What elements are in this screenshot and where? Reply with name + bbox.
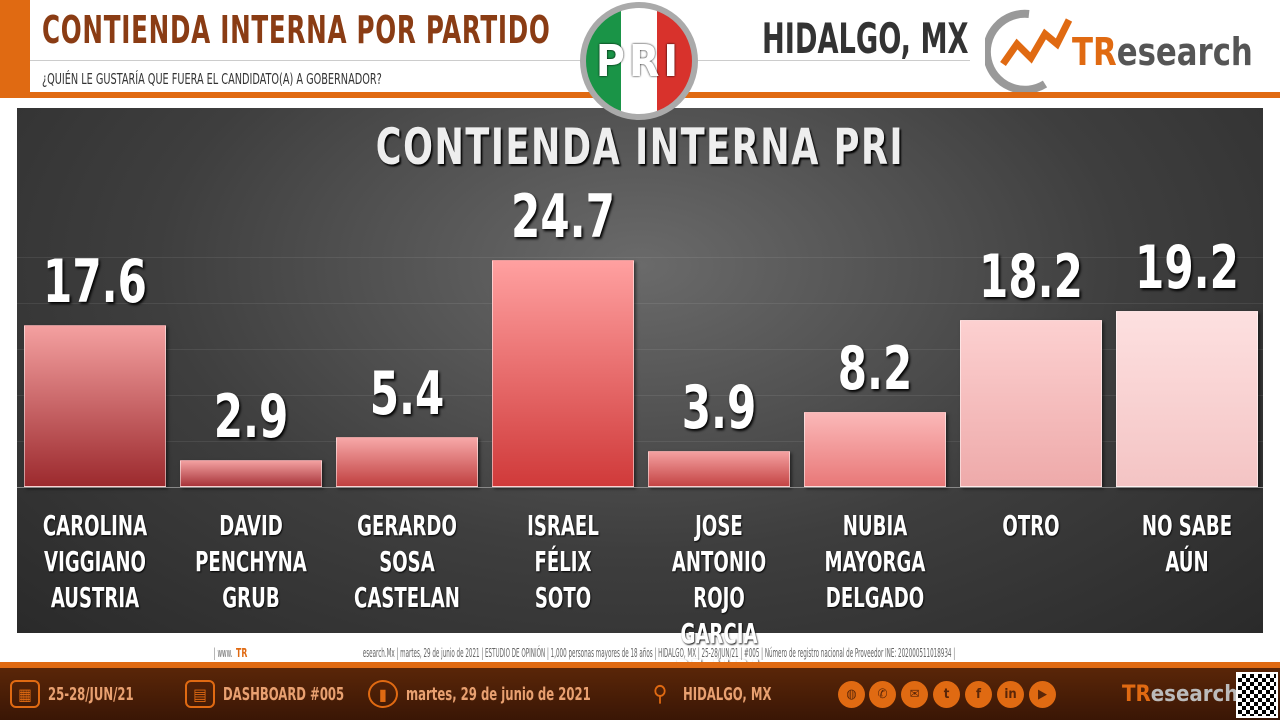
map-pin-icon: ⚲ — [652, 681, 668, 707]
bar — [24, 325, 166, 487]
category-line: VIGGIANO — [44, 545, 146, 578]
calendar-icon: ▦ — [10, 680, 40, 708]
page-title: CONTIENDA INTERNA POR PARTIDO — [42, 8, 551, 52]
pri-logo: PRI — [580, 2, 698, 120]
globe-icon[interactable]: ◍ — [838, 681, 865, 708]
category-label: NUBIA MAYORGA DELGADO — [819, 508, 931, 616]
chart-title: CONTIENDA INTERNA PRI — [375, 118, 905, 176]
pri-logo-text: PRI — [595, 35, 683, 87]
gridline — [17, 303, 1263, 305]
category-line: GERARDO SOSA — [357, 509, 457, 578]
footer-dashboard-text: DASHBOARD #005 — [223, 683, 345, 705]
bar — [492, 260, 634, 487]
category-label: DAVID PENCHYNA GRUB — [195, 508, 307, 616]
chart-panel: CONTIENDA INTERNA PRI 17.6 CAROLINA VIGGIA… — [17, 108, 1263, 686]
data-label: 8.2 — [837, 333, 913, 404]
footer-top-bar — [0, 662, 1280, 668]
footer-brand-rest: esearch — [1150, 682, 1239, 707]
chat-chart-icon: ▮ — [368, 680, 398, 708]
bar — [804, 411, 946, 487]
category-line: OTRO — [1002, 509, 1060, 542]
data-label: 18.2 — [979, 241, 1083, 312]
gridline — [17, 441, 1263, 443]
source-note: | www. TR esearch.Mx | martes, 29 de junio… — [0, 646, 1280, 660]
data-label: 5.4 — [369, 359, 445, 430]
footer-dashboard: ▤ DASHBOARD #005 — [185, 680, 391, 708]
source-tr: TR — [235, 646, 248, 660]
category-label: CAROLINA VIGGIANO AUSTRIA — [39, 508, 151, 616]
header-accent-strip — [0, 0, 30, 92]
x-axis-baseline — [17, 487, 1263, 488]
category-line: NO SABE AÚN — [1141, 509, 1233, 578]
footer-bar: ▦ 25-28/JUN/21 ▤ DASHBOARD #005 ▮ martes, 2… — [0, 668, 1280, 720]
bar — [648, 451, 790, 487]
category-line: ISRAEL FÉLIX — [527, 509, 599, 578]
category-label: GERARDO SOSA CASTELAN — [351, 508, 463, 616]
bar — [960, 319, 1102, 487]
bar — [180, 460, 322, 487]
footer-dates-text: 25-28/JUN/21 — [48, 683, 134, 705]
category-line: AUSTRIA — [50, 581, 140, 614]
footer-date-text: martes, 29 de junio de 2021 — [406, 683, 591, 705]
category-line: GRUB — [222, 581, 280, 614]
category-line: PENCHYNA — [195, 545, 307, 578]
bar — [1116, 310, 1258, 487]
source-pre: | www. — [213, 646, 233, 660]
page-subtitle: ¿QUIÉN LE GUSTARÍA QUE FUERA EL CANDIDAT… — [42, 70, 382, 88]
footer-brand: TResearch — [1122, 682, 1238, 707]
category-line: NUBIA — [842, 509, 908, 542]
category-line: JOSE ANTONIO — [671, 509, 767, 578]
data-label: 24.7 — [511, 182, 615, 252]
data-label: 2.9 — [213, 382, 289, 453]
gridline — [17, 349, 1263, 351]
category-label: ISRAEL FÉLIX SOTO — [507, 508, 619, 616]
gridline — [17, 395, 1263, 397]
qr-code[interactable] — [1236, 672, 1278, 718]
footer-location-text: HIDALGO, MX — [683, 683, 772, 705]
linkedin-icon[interactable]: in — [997, 681, 1024, 708]
report-icon: ▤ — [185, 680, 215, 708]
youtube-icon[interactable]: ▶ — [1029, 681, 1056, 708]
mail-icon[interactable]: ✉ — [901, 681, 928, 708]
facebook-icon[interactable]: f — [965, 681, 992, 708]
brand-name: TResearch — [1072, 30, 1253, 74]
footer-location: ⚲ HIDALGO, MX — [645, 680, 806, 708]
tresearch-logo-icon — [985, 9, 1073, 92]
category-line: CAROLINA — [42, 509, 148, 542]
phone-icon[interactable]: ✆ — [869, 681, 896, 708]
footer-date: ▮ martes, 29 de junio de 2021 — [368, 680, 663, 708]
category-line: SOTO — [534, 581, 592, 614]
twitter-icon[interactable]: t — [933, 681, 960, 708]
footer-dates: ▦ 25-28/JUN/21 — [10, 680, 167, 708]
category-line: DAVID — [219, 509, 283, 542]
data-label: 3.9 — [681, 373, 757, 444]
footer-brand-tr: TR — [1122, 682, 1151, 707]
brand-rest: esearch — [1116, 30, 1253, 74]
header-divider — [30, 60, 970, 61]
data-label: 17.6 — [43, 247, 147, 318]
category-line: ROJO GARCIA — [680, 581, 758, 650]
category-label: NO SABE AÚN — [1131, 508, 1243, 580]
location-heading: HIDALGO, MX — [762, 14, 969, 63]
data-label: 19.2 — [1135, 232, 1239, 303]
gridline — [17, 257, 1263, 259]
category-line: CASTELAN — [354, 581, 460, 614]
category-line: DELGADO — [825, 581, 925, 614]
category-label: OTRO — [975, 508, 1087, 544]
category-line: MAYORGA — [824, 545, 926, 578]
bar — [336, 437, 478, 487]
brand-tr: TR — [1072, 30, 1117, 74]
source-post: esearch.Mx | martes, 29 de junio de 2021… — [362, 646, 955, 660]
